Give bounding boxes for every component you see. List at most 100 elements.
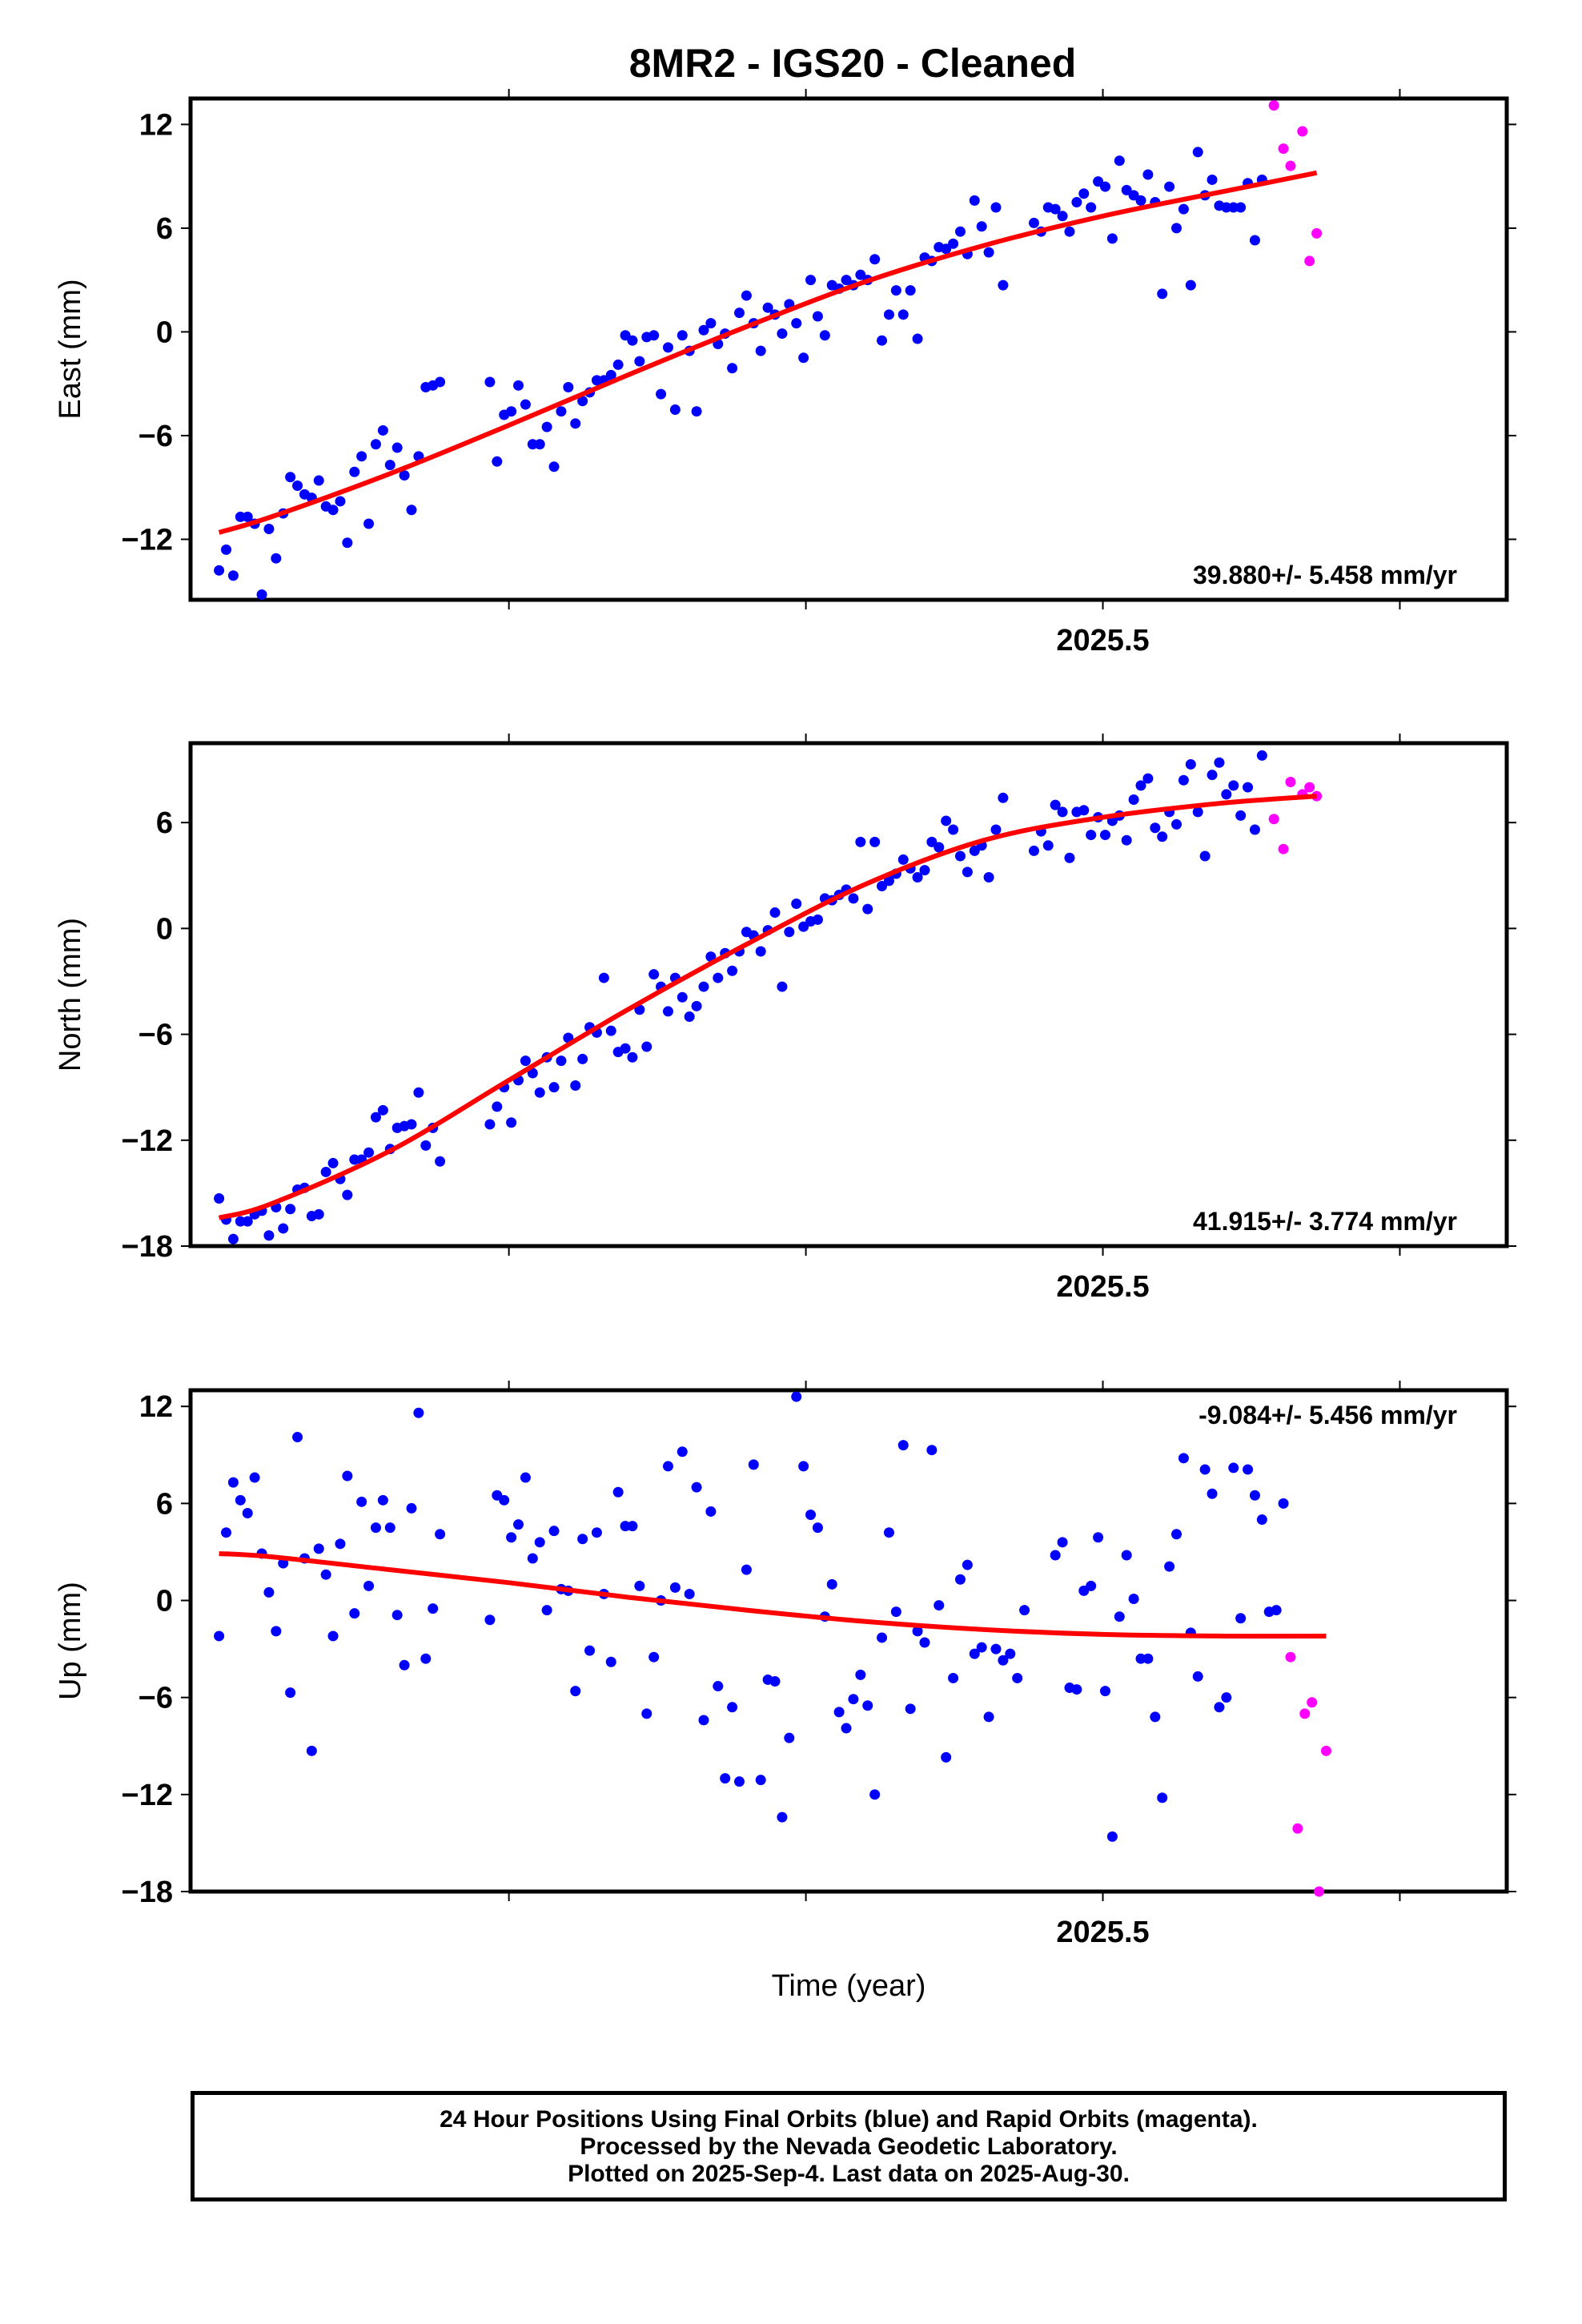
final-orbit-point [948,1672,959,1683]
final-orbit-point [648,969,660,980]
final-orbit-point [791,1391,802,1402]
final-orbit-point [356,1496,367,1507]
plot-frame [188,96,1509,602]
final-orbit-point [356,451,367,462]
final-orbit-point [570,1686,581,1697]
final-orbit-point [691,406,702,417]
final-orbit-point [1078,188,1090,199]
final-orbit-point [698,324,709,336]
final-orbit-point [855,269,866,280]
final-orbit-point [420,1653,432,1664]
final-orbit-point [883,875,894,887]
final-orbit-point [320,1569,331,1580]
final-orbit-point [327,1630,339,1642]
final-orbit-point [662,342,673,353]
final-orbit-point [235,1216,246,1227]
final-orbit-point [1050,799,1061,810]
final-orbit-point [969,1648,980,1659]
final-orbit-point [278,1223,289,1234]
final-orbit-point [1228,780,1239,791]
final-orbit-point [897,309,909,320]
final-orbit-point [1064,852,1075,863]
final-orbit-point [1199,850,1211,862]
final-orbit-point [406,505,417,516]
final-orbit-point [1171,818,1182,830]
final-orbit-point [1157,831,1168,842]
final-orbit-point [242,511,253,522]
rapid-orbit-point [1285,776,1296,787]
final-orbit-point [941,243,952,255]
final-orbit-point [327,505,339,516]
final-orbit-point [214,565,225,576]
final-orbit-point [1256,750,1267,761]
final-orbit-point [954,226,966,237]
final-orbit-point [691,1000,702,1011]
final-orbit-point [1005,1648,1016,1659]
final-orbit-point [877,1632,888,1643]
final-orbit-point [883,309,894,320]
final-orbit-point [1221,1692,1232,1703]
final-orbit-point [506,1117,517,1128]
final-orbit-point [541,421,552,432]
final-orbit-point [620,1043,631,1054]
final-orbit-point [1128,190,1139,201]
final-orbit-point [492,1101,503,1112]
velocity-annotation: 41.915+/- 3.774 mm/yr [1193,1207,1457,1236]
final-orbit-point [1128,794,1139,806]
final-orbit-point [313,1208,324,1220]
final-orbit-point [998,279,1009,291]
final-orbit-point [1157,288,1168,300]
final-orbit-point [1135,1653,1146,1664]
final-orbit-point [598,972,609,983]
final-orbit-point [256,589,267,601]
final-orbit-point [748,1459,759,1470]
rapid-orbit-point [1268,814,1279,825]
rapid-orbit-point [1278,843,1289,854]
final-orbit-point [877,880,888,891]
velocity-annotation: 39.880+/- 5.458 mm/yr [1193,561,1457,589]
final-orbit-point [563,381,574,392]
final-orbit-point [755,1775,766,1786]
final-orbit-point [484,1614,496,1626]
final-orbit-point [435,376,446,388]
y-axis-label: Up (mm) [54,1582,87,1700]
plot-frame [188,741,1509,1248]
final-orbit-point [377,1494,388,1506]
final-orbit-point [1249,235,1260,246]
rapid-orbit-point [1304,255,1315,267]
final-orbit-point [342,1470,353,1482]
final-orbit-point [727,363,738,374]
final-orbit-point [641,1708,652,1719]
final-orbit-point [527,439,538,450]
final-orbit-point [327,1157,339,1168]
final-orbit-point [570,418,581,429]
final-orbit-point [349,1154,360,1165]
final-orbit-point [641,1041,652,1052]
final-orbit-point [263,523,275,534]
final-orbit-point [1135,195,1146,206]
final-orbit-point [733,1776,745,1787]
final-orbit-point [862,903,873,915]
final-orbit-point [662,1461,673,1472]
final-orbit-point [1106,233,1118,244]
final-orbit-point [941,815,952,826]
final-orbit-point [1178,203,1189,215]
final-orbit-point [1050,1550,1061,1561]
final-orbit-point [833,1707,845,1718]
final-orbit-point [869,836,881,847]
final-orbit-point [869,1789,881,1800]
final-orbit-point [934,1600,945,1611]
final-orbit-point [1150,1711,1161,1723]
final-orbit-point [812,1522,823,1534]
chart-title: 8MR2 - IGS20 - Cleaned [629,41,1077,86]
final-orbit-point [335,1538,346,1550]
final-orbit-point [784,927,795,938]
final-orbit-point [1142,773,1154,784]
final-orbit-point [534,1537,545,1548]
final-orbit-point [1185,279,1196,291]
final-orbit-point [263,1586,275,1598]
final-orbit-point [342,1189,353,1200]
final-orbit-point [713,1681,724,1692]
y-axis-label: North (mm) [54,918,87,1072]
final-orbit-point [855,1669,866,1680]
